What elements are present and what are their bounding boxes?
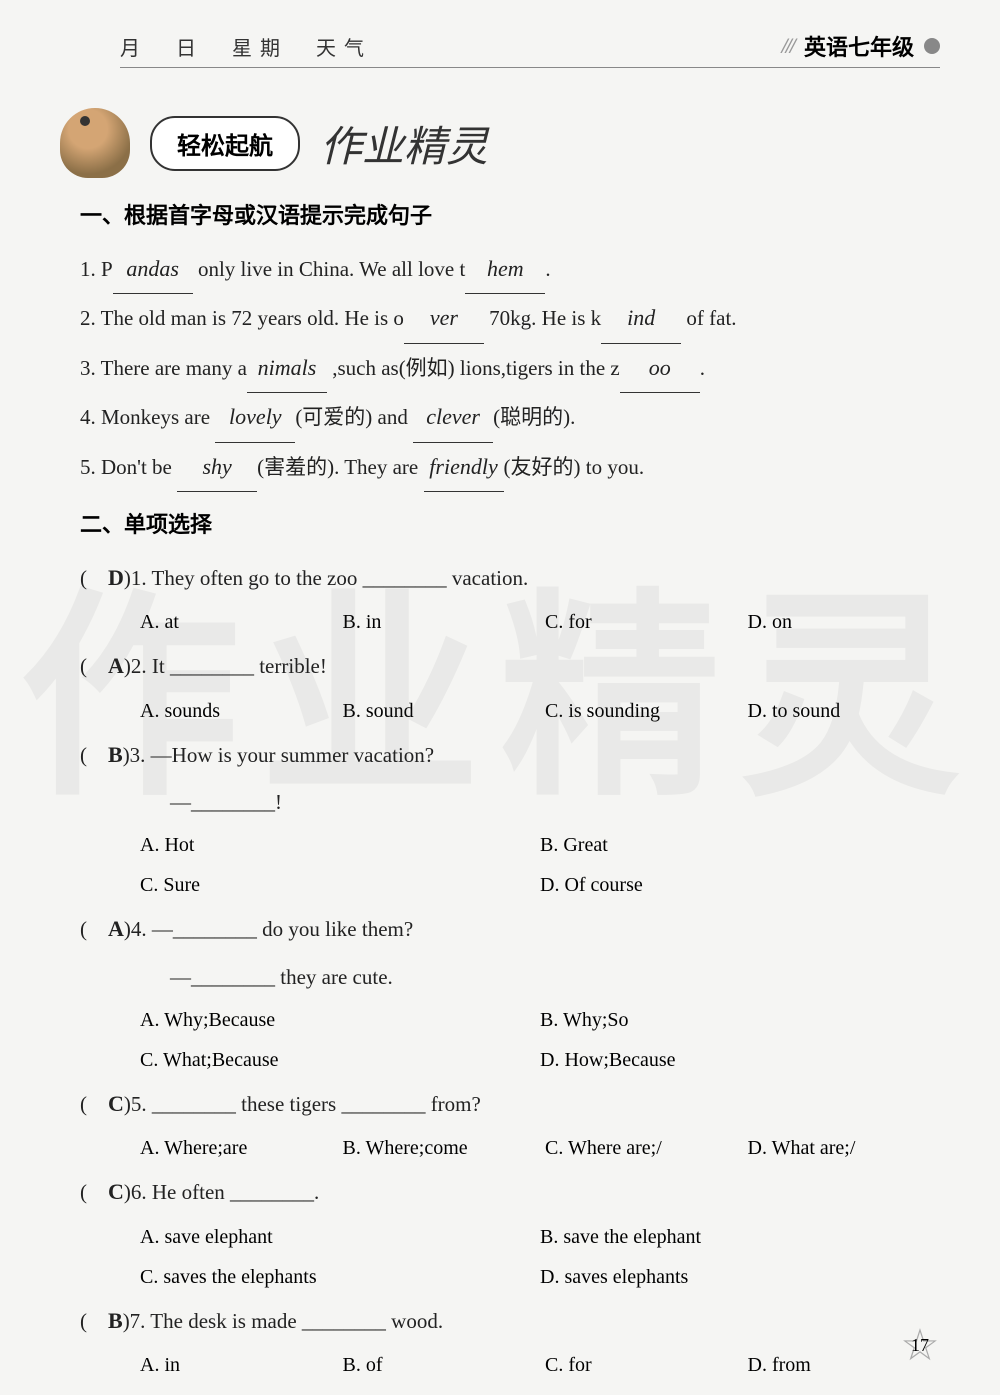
subject-text: 英语七年级 [804, 30, 914, 62]
mc-q6-optB: B. save the elephant [540, 1217, 940, 1257]
mc-q2-answer: A [108, 653, 124, 678]
mc-q4-optA: A. Why;Because [140, 1000, 540, 1040]
mc-q5-answer: C [108, 1091, 124, 1116]
mc-q1: ( D)1. They often go to the zoo ________… [80, 554, 940, 602]
mc-q3-optB: B. Great [540, 825, 940, 865]
mc-q3-options: A. Hot B. Great C. Sure D. Of course [140, 825, 940, 905]
mc-q4-options: A. Why;Because B. Why;So C. What;Because… [140, 1000, 940, 1080]
mc-q3-answer: B [108, 742, 123, 767]
mc-q3-optD: D. Of course [540, 865, 940, 905]
q5-blank2: friendly [424, 443, 504, 492]
part2-title: 二、单项选择 [80, 507, 940, 539]
q4: 4. Monkeys are lovely(可爱的) and clever(聪明… [80, 393, 940, 442]
mc-q2-optA: A. sounds [140, 691, 333, 731]
dot-icon [924, 38, 940, 54]
page-header: 月 日 星期 天气 /// 英语七年级 [120, 30, 940, 68]
mc-q2: ( A)2. It ________ terrible! [80, 642, 940, 690]
q4-blank2: clever [413, 393, 493, 442]
q1-blank1: andas [113, 245, 193, 294]
mc-q7-optB: B. of [343, 1345, 536, 1385]
page-number-text: 17 [911, 1335, 929, 1356]
mc-q2-optB: B. sound [343, 691, 536, 731]
mc-q4-optB: B. Why;So [540, 1000, 940, 1040]
mc-q4-optC: C. What;Because [140, 1040, 540, 1080]
q1-blank2: hem [465, 245, 545, 294]
mc-q2-options: A. sounds B. sound C. is sounding D. to … [140, 691, 940, 731]
q1: 1. Pandas only live in China. We all lov… [80, 245, 940, 294]
section-header: 轻松起航 作业精灵 [60, 108, 940, 178]
date-labels: 月 日 星期 天气 [120, 32, 372, 61]
q2-blank1: ver [404, 294, 484, 343]
mc-q6: ( C)6. He often ________. [80, 1168, 940, 1216]
mc-q3-line2: —________! [170, 779, 940, 825]
q3: 3. There are many animals ,such as(例如) l… [80, 344, 940, 393]
mc-q1-optC: C. for [545, 602, 738, 642]
mc-q7-options: A. in B. of C. for D. from [140, 1345, 940, 1385]
mc-q1-optA: A. at [140, 602, 333, 642]
mc-q2-optC: C. is sounding [545, 691, 738, 731]
mc-q4-answer: A [108, 916, 124, 941]
mc-q5-optC: C. Where are;/ [545, 1128, 738, 1168]
part1-title: 一、根据首字母或汉语提示完成句子 [80, 198, 940, 230]
q4-blank1: lovely [215, 393, 295, 442]
mc-q5-optD: D. What are;/ [748, 1128, 941, 1168]
mc-q5-optB: B. Where;come [343, 1128, 536, 1168]
mc-q1-optB: B. in [343, 602, 536, 642]
mc-q3-optC: C. Sure [140, 865, 540, 905]
mc-q4-optD: D. How;Because [540, 1040, 940, 1080]
q5: 5. Don't be shy(害羞的). They are friendly(… [80, 443, 940, 492]
mc-q5-optA: A. Where;are [140, 1128, 333, 1168]
mc-q5-options: A. Where;are B. Where;come C. Where are;… [140, 1128, 940, 1168]
mc-q7-optC: C. for [545, 1345, 738, 1385]
mc-q4: ( A)4. —________ do you like them? [80, 905, 940, 953]
section-badge: 轻松起航 [150, 116, 300, 171]
mc-q3: ( B)3. —How is your summer vacation? [80, 731, 940, 779]
mc-q2-optD: D. to sound [748, 691, 941, 731]
q3-blank1: nimals [247, 344, 327, 393]
subject-label: /// 英语七年级 [782, 30, 940, 62]
page-number: ☆ 17 [900, 1325, 940, 1365]
mc-q7: ( B)7. The desk is made ________ wood. [80, 1297, 940, 1345]
q5-blank1: shy [177, 443, 257, 492]
mc-q6-answer: C [108, 1179, 124, 1204]
mc-q3-optA: A. Hot [140, 825, 540, 865]
mc-q4-line2: —________ they are cute. [170, 954, 940, 1000]
slash-decoration: /// [782, 33, 794, 59]
handwritten-title: 作业精灵 [320, 113, 488, 174]
mc-q7-answer: B [108, 1308, 123, 1333]
mc-q6-options: A. save elephant B. save the elephant C.… [140, 1217, 940, 1297]
mc-q6-optA: A. save elephant [140, 1217, 540, 1257]
q2: 2. The old man is 72 years old. He is ov… [80, 294, 940, 343]
mc-q5: ( C)5. ________ these tigers ________ fr… [80, 1080, 940, 1128]
mascot-icon [60, 108, 130, 178]
mc-q1-answer: D [108, 565, 124, 590]
mc-q7-optA: A. in [140, 1345, 333, 1385]
q3-blank2: oo [620, 344, 700, 393]
mc-q1-options: A. at B. in C. for D. on [140, 602, 940, 642]
mc-q1-optD: D. on [748, 602, 941, 642]
mc-q6-optC: C. saves the elephants [140, 1257, 540, 1297]
mc-q6-optD: D. saves elephants [540, 1257, 940, 1297]
q2-blank2: ind [601, 294, 681, 343]
